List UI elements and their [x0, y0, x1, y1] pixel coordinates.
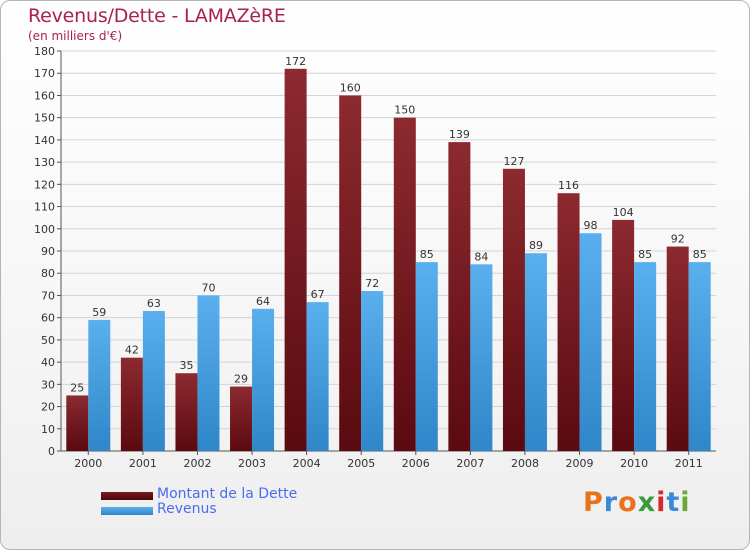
- data-label-debt: 35: [179, 359, 193, 372]
- x-tick-label: 2000: [74, 457, 102, 470]
- data-label-revenus: 63: [147, 297, 161, 310]
- bar-debt: [612, 219, 635, 451]
- data-label-revenus: 85: [638, 248, 652, 261]
- x-tick-label: 2002: [183, 457, 211, 470]
- x-tick-label: 2005: [347, 457, 375, 470]
- data-label-debt: 29: [234, 373, 248, 386]
- logo-letter: o: [618, 487, 638, 518]
- data-label-debt: 116: [558, 179, 579, 192]
- x-tick-label: 2010: [620, 457, 648, 470]
- bar-revenus: [252, 308, 275, 451]
- data-label-revenus: 85: [693, 248, 707, 261]
- data-label-revenus: 59: [92, 306, 106, 319]
- logo-letter: i: [656, 487, 667, 518]
- bar-debt: [502, 168, 525, 451]
- legend-label-debt: Montant de la Dette: [157, 486, 298, 502]
- logo-letter: r: [603, 487, 619, 518]
- y-tick-label: 80: [41, 267, 55, 280]
- data-label-revenus: 89: [529, 239, 543, 252]
- data-label-revenus: 67: [311, 288, 325, 301]
- y-tick-label: 30: [41, 378, 55, 391]
- bar-debt: [557, 193, 580, 451]
- bar-revenus: [361, 291, 384, 451]
- y-tick-label: 0: [48, 445, 55, 458]
- bar-debt: [230, 386, 253, 451]
- logo-letter: x: [637, 487, 657, 518]
- bar-revenus: [579, 233, 602, 451]
- data-label-revenus: 72: [365, 277, 379, 290]
- bar-debt: [120, 357, 143, 451]
- y-tick-label: 70: [41, 289, 55, 302]
- y-tick-label: 120: [34, 178, 55, 191]
- data-label-debt: 150: [394, 104, 415, 117]
- data-label-revenus: 98: [584, 219, 598, 232]
- data-label-debt: 160: [340, 81, 361, 94]
- x-tick-label: 2007: [456, 457, 484, 470]
- y-tick-label: 140: [34, 134, 55, 147]
- data-label-debt: 42: [125, 344, 139, 357]
- data-label-revenus: 85: [420, 248, 434, 261]
- y-tick-label: 180: [34, 45, 55, 58]
- x-tick-label: 2008: [511, 457, 539, 470]
- y-tick-label: 170: [34, 67, 55, 80]
- bar-debt: [666, 246, 689, 451]
- y-tick-label: 60: [41, 312, 55, 325]
- x-tick-label: 2001: [129, 457, 157, 470]
- x-tick-label: 2003: [238, 457, 266, 470]
- bar-revenus: [142, 311, 165, 451]
- x-tick-label: 2006: [402, 457, 430, 470]
- y-tick-label: 40: [41, 356, 55, 369]
- y-tick-label: 150: [34, 112, 55, 125]
- y-tick-label: 100: [34, 223, 55, 236]
- bar-revenus: [197, 295, 220, 451]
- bar-revenus: [470, 264, 493, 451]
- logo-letter: t: [666, 487, 681, 518]
- data-label-debt: 139: [449, 128, 470, 141]
- data-label-revenus: 84: [474, 250, 488, 263]
- legend-swatch-debt: [101, 492, 153, 500]
- bar-revenus: [88, 319, 111, 451]
- proxiti-logo: Proxiti: [583, 487, 691, 518]
- data-label-debt: 104: [613, 206, 634, 219]
- legend-label-revenus: Revenus: [157, 501, 217, 517]
- bar-revenus: [306, 302, 329, 451]
- x-tick-label: 2004: [293, 457, 321, 470]
- y-tick-label: 20: [41, 401, 55, 414]
- data-label-revenus: 64: [256, 295, 270, 308]
- data-label-debt: 25: [70, 381, 84, 394]
- bar-revenus: [634, 262, 657, 451]
- data-label-debt: 92: [671, 233, 685, 246]
- bar-debt: [448, 142, 471, 451]
- y-tick-label: 50: [41, 334, 55, 347]
- data-label-debt: 127: [503, 155, 524, 168]
- data-label-revenus: 70: [201, 281, 215, 294]
- bar-debt: [284, 68, 307, 452]
- bar-debt: [66, 395, 89, 451]
- bar-debt: [175, 373, 198, 451]
- bar-revenus: [415, 262, 438, 451]
- y-tick-label: 130: [34, 156, 55, 169]
- data-label-debt: 172: [285, 55, 306, 68]
- chart-subtitle: (en milliers d'€): [28, 29, 123, 43]
- logo-letter: P: [583, 487, 604, 518]
- bar-debt: [339, 95, 362, 451]
- y-tick-label: 10: [41, 423, 55, 436]
- y-tick-label: 90: [41, 245, 55, 258]
- y-tick-label: 110: [34, 201, 55, 214]
- legend-swatch-revenus: [101, 507, 153, 515]
- y-tick-label: 160: [34, 89, 55, 102]
- chart-title: Revenus/Dette - LAMAZèRE: [28, 5, 286, 27]
- bar-revenus: [524, 253, 547, 451]
- bar-debt: [393, 117, 416, 452]
- x-tick-label: 2009: [566, 457, 594, 470]
- logo-letter: i: [680, 487, 691, 518]
- x-tick-label: 2011: [675, 457, 703, 470]
- bar-revenus: [688, 262, 711, 451]
